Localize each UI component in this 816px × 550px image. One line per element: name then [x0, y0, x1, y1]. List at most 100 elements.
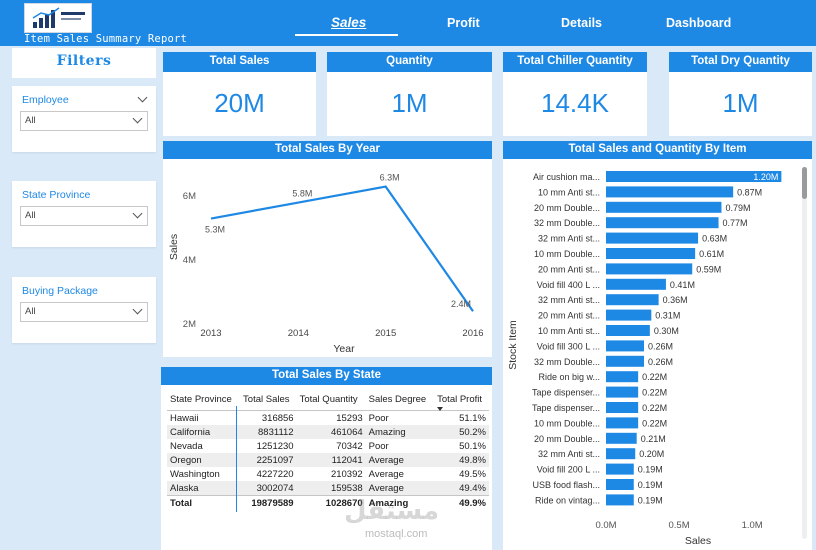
bar	[606, 448, 636, 460]
x-tick-label: 2015	[375, 328, 396, 339]
slicer-label-state-province: State Province	[22, 189, 91, 201]
bar-category-label: Void fill 400 L ...	[537, 280, 600, 290]
sales-by-state-table: State Province Total Sales Total Quantit…	[167, 391, 489, 510]
bar-data-label: 0.22M	[642, 372, 667, 382]
cell-total-sales: 1251230	[256, 440, 294, 452]
chart-title: Total Sales By Year	[163, 141, 492, 159]
kpi-card-quantity: Quantity 1M	[327, 52, 492, 136]
employee-dropdown-value: All	[25, 115, 36, 126]
bar-data-label: 0.36M	[663, 295, 688, 305]
bar	[606, 340, 644, 352]
cell-state: Alaska	[167, 481, 241, 496]
watermark-url: mostaql.com	[365, 528, 428, 540]
scrollbar-thumb[interactable]	[802, 167, 807, 199]
tab-profit[interactable]: Profit	[447, 16, 480, 30]
buying-package-slicer: Buying Package All	[12, 277, 156, 343]
chevron-down-icon	[132, 113, 143, 124]
x-tick-label: 2014	[288, 328, 309, 339]
chevron-down-icon	[132, 304, 143, 315]
tab-sales[interactable]: Sales	[331, 15, 367, 30]
report-title: Item Sales Summary Report	[24, 33, 188, 45]
employee-dropdown[interactable]: All	[20, 111, 148, 131]
cell-sales-degree: Amazing	[365, 425, 435, 439]
cell-state: Hawaii	[170, 412, 199, 424]
kpi-title: Quantity	[327, 52, 492, 72]
cell-total-quantity: 210392	[330, 468, 363, 480]
sales-by-item-bar-chart: Air cushion ma... 1.20M 10 mm Anti st... 0.…	[507, 167, 807, 547]
bar-category-label: 10 mm Double...	[534, 249, 600, 259]
bar-data-label: 0.22M	[642, 388, 667, 398]
cell-total-sales: 316856	[261, 412, 294, 424]
x-axis-title: Year	[333, 343, 355, 355]
collapse-chevron-icon[interactable]	[137, 92, 148, 103]
data-label: 2.4M	[451, 299, 471, 309]
y-tick-label: 2M	[183, 319, 196, 330]
x-tick-label: 2016	[462, 328, 483, 339]
bar-data-label: 0.22M	[642, 418, 667, 428]
bar	[606, 278, 666, 290]
tab-dashboard[interactable]: Dashboard	[666, 16, 732, 30]
sales-series-line	[210, 185, 474, 312]
bar-category-label: 32 mm Double...	[534, 218, 600, 228]
cell-sales-degree: Average	[365, 453, 435, 467]
cell-total-sales: 19879589	[240, 495, 297, 510]
cell-total-sales: 3002074	[240, 481, 297, 496]
bar-data-label: 0.21M	[641, 434, 666, 444]
bar-category-label: Tape dispenser...	[532, 388, 600, 398]
scrollbar-track	[802, 167, 807, 539]
cell-sales-degree: Poor	[368, 440, 389, 452]
bar	[606, 294, 659, 306]
cell-sales-degree: Average	[368, 468, 404, 480]
bar-data-label: 0.77M	[723, 218, 748, 228]
column-header-total-profit-label: Total Profit	[437, 394, 483, 405]
cell-total-profit: 49.9%	[434, 495, 489, 510]
state-province-slicer: State Province All	[12, 181, 156, 247]
state-province-dropdown[interactable]: All	[20, 206, 148, 226]
x-axis-title: Sales	[685, 535, 711, 547]
bar-category-label: 32 mm Anti st...	[538, 234, 600, 244]
y-tick-label: 6M	[183, 191, 196, 202]
table-row: Hawaii 316856 15293 Poor 51.1%	[167, 411, 489, 426]
cell-total-profit: 49.4%	[434, 481, 489, 496]
sales-by-item-panel: Total Sales and Quantity By Item Air cus…	[503, 141, 812, 550]
bar-category-label: 32 mm Anti st...	[538, 449, 600, 459]
kpi-card-chiller-quantity: Total Chiller Quantity 14.4K	[503, 52, 647, 136]
state-province-dropdown-value: All	[25, 210, 36, 221]
bar-data-label: 0.41M	[670, 280, 695, 290]
cell-total-quantity: 159538	[296, 481, 366, 496]
bar-category-label: Ride on big w...	[538, 372, 600, 382]
bar	[606, 201, 722, 213]
cell-state: Oregon	[167, 453, 241, 467]
column-header-total-quantity[interactable]: Total Quantity	[296, 391, 366, 411]
column-header-total-sales[interactable]: Total Sales	[240, 391, 297, 411]
column-header-sales-degree[interactable]: Sales Degree	[365, 391, 435, 411]
cell-total-profit: 49.8%	[434, 453, 489, 467]
table-header-row: State Province Total Sales Total Quantit…	[167, 391, 489, 411]
y-axis-title: Sales	[168, 234, 180, 260]
bar-category-label: 20 mm Double...	[534, 203, 600, 213]
kpi-card-total-sales: Total Sales 20M	[163, 52, 316, 136]
cell-total-label: Total	[167, 495, 241, 510]
cell-total-profit: 51.1%	[459, 412, 486, 424]
bar-category-label: Void fill 300 L ...	[537, 341, 600, 351]
sales-by-year-panel: Total Sales By Year 2M 4M 6M 2013 2014 2015 20…	[163, 141, 492, 357]
employee-slicer: Employee All	[12, 86, 156, 152]
chevron-down-icon	[132, 208, 143, 219]
sort-descending-icon[interactable]	[437, 407, 444, 411]
logo-chart-icon	[32, 7, 85, 28]
bar	[606, 371, 639, 383]
bar-category-label: 10 mm Anti st...	[538, 326, 600, 336]
bar-category-label: Void fill 200 L ...	[537, 465, 600, 475]
kpi-title: Total Chiller Quantity	[503, 52, 647, 72]
bar-category-label: 20 mm Double...	[534, 434, 600, 444]
company-logo	[24, 3, 92, 33]
kpi-value: 1M	[391, 88, 428, 118]
column-header-total-profit[interactable]: Total Profit	[434, 391, 489, 411]
cell-sales-degree: Poor	[368, 412, 389, 424]
table-row: Oregon 2251097 112041 Average 49.8%	[167, 453, 489, 467]
buying-package-dropdown[interactable]: All	[20, 302, 148, 322]
tab-details[interactable]: Details	[561, 16, 602, 30]
column-header-state[interactable]: State Province	[167, 391, 241, 411]
bar	[606, 386, 639, 398]
bar-data-label: 0.59M	[696, 264, 721, 274]
